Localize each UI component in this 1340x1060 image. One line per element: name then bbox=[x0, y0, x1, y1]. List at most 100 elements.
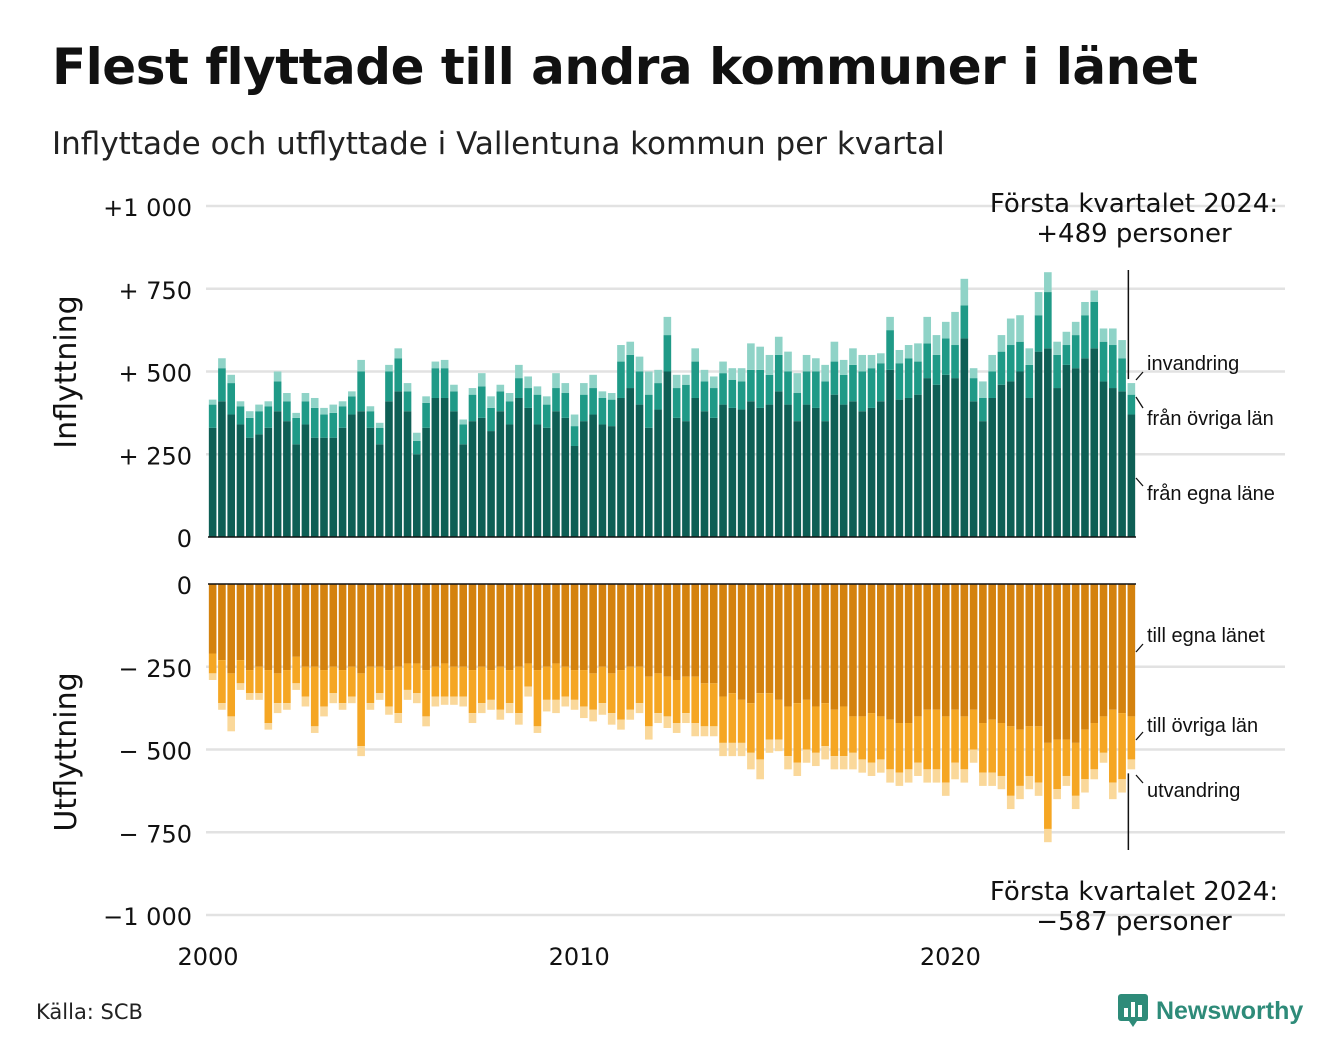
bar bbox=[589, 414, 597, 537]
bar bbox=[979, 723, 987, 773]
bar bbox=[932, 384, 941, 537]
bar bbox=[1090, 584, 1099, 724]
annotation-line: Första kvartalet 2024: bbox=[990, 877, 1278, 907]
bar bbox=[496, 411, 505, 537]
bar bbox=[505, 703, 514, 714]
bar bbox=[802, 404, 811, 537]
bar bbox=[459, 696, 468, 707]
bar bbox=[542, 699, 551, 712]
bar bbox=[858, 584, 867, 717]
bar bbox=[895, 363, 904, 400]
axis-title-inflyttning: Inflyttning bbox=[49, 295, 84, 448]
bar bbox=[1044, 828, 1052, 843]
series-label: till egna länet bbox=[1147, 625, 1265, 647]
bar bbox=[385, 401, 393, 537]
series-label: invandring bbox=[1147, 353, 1239, 375]
bar bbox=[329, 584, 338, 667]
bar bbox=[487, 407, 495, 432]
bar bbox=[1044, 742, 1052, 829]
bar bbox=[422, 402, 430, 428]
bar bbox=[283, 401, 291, 422]
bar bbox=[301, 424, 310, 537]
bar bbox=[793, 373, 802, 394]
bar bbox=[617, 397, 625, 537]
annotation-line: −587 personer bbox=[1036, 907, 1232, 937]
bar bbox=[756, 369, 764, 408]
bar bbox=[923, 343, 932, 379]
bar bbox=[700, 683, 709, 727]
bar bbox=[672, 584, 681, 680]
bar bbox=[218, 584, 226, 661]
bar bbox=[923, 378, 932, 537]
bar bbox=[320, 670, 328, 707]
bar bbox=[1109, 388, 1117, 537]
bar bbox=[719, 584, 727, 697]
bar bbox=[830, 361, 839, 395]
bar bbox=[709, 417, 718, 537]
bar bbox=[830, 756, 839, 770]
bar bbox=[524, 663, 532, 687]
bar bbox=[682, 584, 690, 677]
bar bbox=[886, 584, 894, 720]
bar bbox=[904, 584, 913, 724]
bar bbox=[357, 411, 365, 537]
bar bbox=[691, 676, 700, 724]
y-tick-label: + 750 bbox=[118, 277, 192, 305]
bar bbox=[719, 742, 727, 757]
bar bbox=[273, 371, 282, 382]
bar bbox=[654, 673, 662, 714]
bar bbox=[524, 388, 532, 408]
bar bbox=[245, 417, 254, 438]
bar bbox=[700, 411, 709, 537]
bar bbox=[1062, 331, 1071, 346]
bar bbox=[756, 759, 764, 780]
bar bbox=[774, 739, 783, 752]
bar bbox=[348, 696, 356, 704]
bar bbox=[969, 584, 978, 710]
bar bbox=[886, 316, 894, 331]
bar bbox=[886, 369, 894, 537]
bar bbox=[979, 584, 987, 724]
bar bbox=[932, 709, 941, 770]
bar bbox=[774, 584, 783, 700]
bar bbox=[858, 371, 867, 412]
bar bbox=[301, 584, 310, 667]
bar bbox=[598, 397, 607, 425]
bar bbox=[654, 383, 662, 410]
bar bbox=[524, 686, 532, 697]
bar bbox=[468, 670, 477, 714]
bar bbox=[765, 374, 774, 405]
bar bbox=[774, 699, 783, 740]
bar bbox=[914, 584, 922, 717]
bar bbox=[561, 696, 570, 707]
bar bbox=[941, 338, 950, 375]
bar bbox=[969, 368, 978, 379]
bar bbox=[1044, 584, 1052, 743]
bar bbox=[672, 679, 681, 724]
bar bbox=[208, 584, 217, 654]
bar bbox=[394, 348, 403, 359]
bar bbox=[320, 414, 328, 438]
bar bbox=[839, 756, 848, 770]
bar bbox=[236, 406, 245, 425]
bar bbox=[858, 759, 867, 773]
bar bbox=[570, 426, 579, 446]
bar bbox=[747, 401, 755, 537]
bar bbox=[394, 713, 403, 724]
bar bbox=[654, 409, 662, 537]
bar bbox=[737, 381, 746, 410]
brand-logo[interactable]: Newsworthy bbox=[1118, 994, 1303, 1028]
bar bbox=[691, 361, 700, 398]
x-tick-label: 2020 bbox=[920, 943, 981, 971]
bar bbox=[533, 670, 542, 727]
bar bbox=[867, 407, 876, 537]
bar bbox=[236, 424, 245, 537]
bar bbox=[598, 391, 607, 398]
bar bbox=[357, 673, 365, 747]
bar bbox=[1090, 348, 1099, 537]
bar bbox=[273, 411, 282, 537]
bar bbox=[1053, 341, 1061, 355]
bar bbox=[1006, 345, 1015, 382]
bar bbox=[821, 364, 829, 382]
bar bbox=[1127, 383, 1136, 395]
